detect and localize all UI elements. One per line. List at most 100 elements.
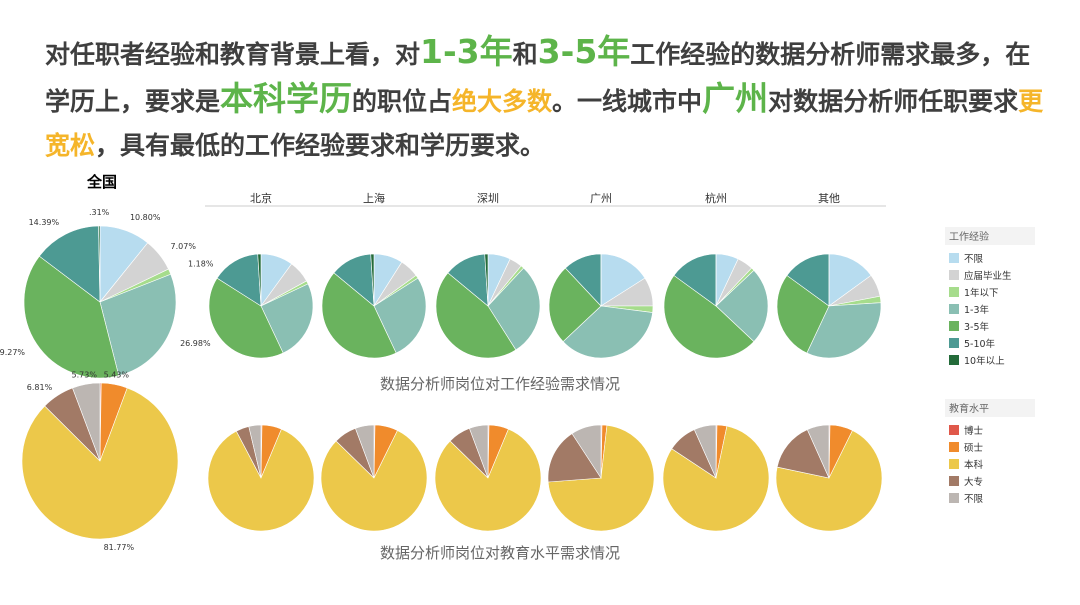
pie-slice: [321, 272, 397, 359]
headline-segment: 对任职者经验和教育背景上看，对: [45, 40, 421, 69]
city-education-pie: [320, 424, 428, 532]
city-experience-pie: [776, 253, 882, 359]
legend-item: 1-3年: [964, 304, 990, 316]
pie-value-label: 39.27%: [0, 348, 25, 357]
experience-subtitle: 数据分析师岗位对工作经验需求情况: [380, 375, 620, 393]
city-education-pie: [434, 424, 542, 532]
pie-slice: [355, 424, 375, 479]
legend-swatch: [949, 493, 959, 503]
pie-slice: [257, 253, 262, 307]
headline-segment: ，具有最低的工作经验要求和学历要求。: [95, 131, 546, 160]
legend-swatch: [949, 304, 959, 314]
headline-segment: 本科学历: [220, 79, 353, 118]
headline-segment: 广州: [702, 79, 769, 118]
pie-slice: [562, 305, 653, 359]
headline-segment: 对数据分析师任职要求: [768, 87, 1019, 116]
headline-segment: 和: [512, 40, 538, 69]
pie-slice: [662, 425, 770, 532]
legend-title-bg: [945, 399, 1035, 417]
pie-slice: [320, 430, 428, 532]
city-header: 其他: [818, 192, 840, 205]
pie-value-label: 26.98%: [180, 339, 211, 348]
legend-item: 大专: [964, 476, 983, 488]
pie-slice: [806, 302, 882, 359]
legend-title: 工作经验: [949, 230, 989, 243]
legend-title: 教育水平: [949, 402, 989, 415]
legend-swatch: [949, 459, 959, 469]
pie-slice: [21, 387, 179, 540]
pie-slice: [600, 253, 646, 307]
city-education-pie: [775, 424, 883, 532]
headline-segment: 工作经验的数据分析师需求最多，在学历上，要求是: [45, 40, 1031, 116]
pie-value-label: 10.80%: [130, 213, 161, 222]
city-header: 杭州: [705, 191, 727, 205]
city-header: 深圳: [477, 192, 499, 205]
city-experience-pie: [663, 253, 769, 359]
pie-slice: [38, 225, 101, 303]
headline-segment: 3-5年: [537, 32, 631, 71]
headline-segment: 。一线城市中: [552, 87, 703, 116]
city-education-pie: [547, 424, 655, 532]
legend-swatch: [949, 253, 959, 263]
pie-slice: [98, 225, 101, 303]
pie-slice: [693, 424, 717, 479]
legend-swatch: [949, 287, 959, 297]
headline-segment: 绝大多数: [452, 87, 553, 116]
city-education-pie: [662, 424, 770, 532]
legend-swatch: [949, 338, 959, 348]
national-experience-pie: [23, 225, 177, 379]
city-experience-pie: [548, 253, 654, 359]
headline-segment: 的职位占: [352, 87, 453, 116]
legend-item: 1年以下: [964, 287, 999, 299]
pie-slice: [715, 269, 769, 343]
legend-item: 10年以上: [964, 355, 1005, 367]
pie-slice: [776, 429, 830, 479]
pie-slice: [435, 272, 517, 359]
pie-slice: [828, 253, 872, 307]
city-header: 上海: [363, 191, 385, 205]
national-education-pie: [21, 382, 179, 540]
legend-swatch: [949, 321, 959, 331]
pie-slice: [571, 424, 602, 480]
pie-slice: [786, 253, 830, 307]
pie-slice: [663, 275, 755, 359]
pie-value-label: .31%: [89, 208, 110, 217]
headline-segment: 更宽松: [45, 87, 1044, 160]
legend-swatch: [949, 425, 959, 435]
city-header: 广州: [590, 192, 612, 205]
pie-slice: [776, 275, 830, 354]
legend-item: 本科: [964, 459, 984, 471]
pie-slice: [216, 253, 262, 307]
pie-slice: [373, 277, 427, 354]
legend-item: 硕士: [964, 442, 984, 454]
legend-item: 5-10年: [964, 338, 996, 350]
pie-value-label: 81.77%: [104, 543, 135, 552]
city-header: 北京: [250, 191, 272, 205]
pie-value-label: 6.81%: [27, 383, 53, 392]
pie-slice: [547, 433, 602, 483]
pie-slice: [806, 424, 830, 479]
legend-item: 应届毕业生: [964, 270, 1012, 282]
headline: 对任职者经验和教育背景上看，对1-3年和3-5年工作经验的数据分析师需求最多，在…: [45, 30, 1055, 168]
pie-slice: [248, 424, 262, 479]
legend-title-bg: [945, 227, 1035, 245]
pie-slice: [208, 277, 284, 359]
pie-slice: [99, 273, 177, 377]
city-experience-pie: [208, 253, 314, 359]
pie-slice: [548, 267, 602, 343]
legend-swatch: [949, 442, 959, 452]
pie-slice: [23, 255, 120, 379]
pie-slice: [673, 253, 717, 307]
legend-swatch: [949, 270, 959, 280]
headline-segment: 1-3年: [420, 32, 513, 71]
education-subtitle: 数据分析师岗位对教育水平需求情况: [380, 544, 620, 562]
pie-slice: [370, 253, 375, 307]
pie-value-label: 7.07%: [171, 242, 197, 251]
pie-value-label: 1.18%: [188, 260, 214, 269]
legend-item: 3-5年: [964, 321, 990, 333]
pie-slice: [775, 430, 883, 532]
pie-value-label: 5.43%: [104, 371, 130, 380]
pie-slice: [72, 382, 101, 462]
pie-slice: [484, 253, 489, 307]
